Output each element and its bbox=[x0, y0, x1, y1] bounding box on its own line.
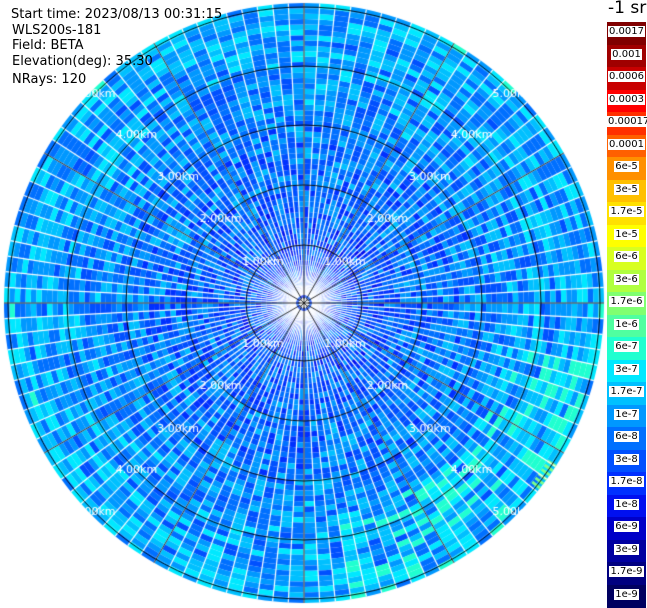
colorbar-tick-label: 0.0003 bbox=[608, 93, 645, 105]
colorbar-tick-label: 1.7e-7 bbox=[609, 386, 644, 398]
start-time-label: Start time: 2023/08/13 00:31:15 bbox=[11, 7, 223, 22]
nrays-label: NRays: 120 bbox=[12, 72, 87, 87]
colorbar-tick-label: 6e-9 bbox=[614, 521, 639, 533]
colorbar-tick-label: 0.0006 bbox=[608, 71, 645, 83]
colorbar-tick-label: 3e-9 bbox=[614, 543, 639, 555]
colorbar-units: -1 sr bbox=[608, 0, 647, 18]
colorbar-tick-label: 3e-6 bbox=[614, 273, 639, 285]
colorbar-tick-label: 6e-7 bbox=[614, 341, 639, 353]
colorbar-tick-label: 3e-7 bbox=[614, 363, 639, 375]
colorbar-tick-label: 6e-6 bbox=[614, 251, 639, 263]
colorbar-tick-label: 1e-7 bbox=[614, 408, 639, 420]
colorbar-tick-label: 3e-8 bbox=[614, 453, 639, 465]
colorbar-tick-label: 1.7e-8 bbox=[609, 476, 644, 488]
colorbar-tick-label: 1.7e-9 bbox=[609, 566, 644, 578]
ppi-scan-plot bbox=[0, 0, 607, 607]
colorbar-tick-label: 6e-8 bbox=[614, 431, 639, 443]
colorbar-tick-label: 0.00017 bbox=[607, 115, 647, 129]
colorbar-tick-label: 1e-6 bbox=[614, 318, 639, 330]
colorbar-tick-label: 1.7e-5 bbox=[609, 206, 644, 218]
colorbar-tick-label: 0.0017 bbox=[608, 26, 645, 38]
radar-name-label: WLS200s-181 bbox=[12, 23, 102, 38]
colorbar-tick-label: 0.0001 bbox=[608, 138, 645, 150]
colorbar-tick-label: 3e-5 bbox=[614, 183, 639, 195]
colorbar-tick-label: 1.7e-6 bbox=[609, 296, 644, 308]
colorbar-tick-label: 1e-9 bbox=[614, 588, 639, 600]
colorbar-tick-label: 1e-5 bbox=[614, 228, 639, 240]
colorbar-tick-label: 1e-8 bbox=[614, 498, 639, 510]
colorbar-tick-label: 0.001 bbox=[611, 48, 642, 60]
colorbar-tick-label: 6e-5 bbox=[614, 161, 639, 173]
colorbar: 0.0017 0.001 0.0006 0.0003 0.00017 0.0001 6e-5… bbox=[607, 22, 647, 608]
elevation-label: Elevation(deg): 35.30 bbox=[12, 54, 153, 69]
field-label: Field: BETA bbox=[12, 38, 84, 53]
